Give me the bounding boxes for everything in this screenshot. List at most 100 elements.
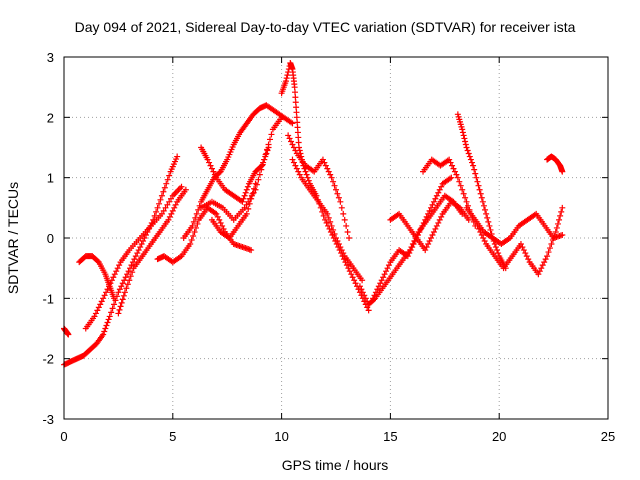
data-point (340, 250, 347, 257)
data-point (127, 273, 134, 280)
data-point (122, 274, 129, 281)
data-point (520, 247, 527, 254)
data-point (450, 165, 457, 172)
data-point (479, 198, 486, 205)
data-point (239, 198, 246, 205)
data-point (158, 210, 165, 217)
data-point (351, 277, 358, 284)
data-point (303, 171, 310, 178)
data-point (283, 75, 290, 82)
data-point (435, 219, 442, 226)
data-point (262, 151, 269, 158)
data-point (97, 301, 104, 308)
data-point (129, 259, 136, 266)
data-point (459, 129, 466, 136)
data-point (554, 220, 561, 227)
data-point (296, 171, 303, 178)
data-point (460, 132, 467, 139)
data-point (523, 253, 530, 260)
data-point (160, 207, 167, 214)
data-point (460, 190, 467, 197)
data-point (478, 194, 485, 201)
y-tick-label: -1 (42, 291, 54, 306)
data-point (473, 174, 480, 181)
data-point (249, 190, 256, 197)
data-point (248, 247, 255, 254)
tick-labels: 0 5 10 15 20 25 -3 -2 -1 0 1 2 3 (42, 50, 615, 444)
data-point (484, 214, 491, 221)
data-point (284, 72, 291, 79)
data-point (465, 150, 472, 157)
data-point (556, 216, 563, 223)
data-point (519, 244, 526, 251)
data-point (206, 159, 213, 166)
data-point (256, 171, 263, 178)
axis-ticks (63, 56, 609, 420)
data-point (326, 225, 333, 232)
data-point (325, 214, 332, 221)
data-point (214, 213, 221, 220)
data-point (322, 162, 329, 169)
data-point (154, 204, 161, 211)
data-point (331, 230, 338, 237)
data-point (290, 144, 297, 151)
data-point (557, 212, 564, 219)
data-point (549, 237, 556, 244)
data-point (113, 268, 120, 275)
x-tick-label: 20 (492, 429, 506, 444)
data-point (474, 178, 481, 185)
data-point (333, 186, 339, 193)
data-point (372, 289, 379, 296)
data-point (265, 141, 272, 148)
data-point (132, 253, 139, 260)
data-point (115, 289, 122, 296)
data-point (462, 138, 469, 145)
data-point (539, 262, 546, 269)
data-point (294, 119, 301, 126)
data-point (162, 204, 169, 211)
data-point (167, 195, 174, 202)
data-point (517, 241, 524, 248)
data-point (98, 298, 105, 305)
data-point (453, 171, 460, 178)
data-point (331, 182, 338, 189)
data-point (172, 201, 179, 208)
data-point (157, 196, 164, 203)
data-point (334, 238, 341, 245)
data-point (349, 274, 356, 281)
data-point (324, 210, 331, 217)
data-point (258, 166, 265, 173)
data-point (337, 198, 344, 205)
data-point (121, 277, 128, 284)
data-point (469, 159, 475, 166)
data-point (409, 244, 416, 251)
data-point (371, 292, 378, 299)
data-point (328, 222, 335, 229)
data-point (430, 228, 437, 235)
series-arc15 (369, 174, 455, 302)
data-point (278, 114, 285, 121)
data-point (253, 181, 260, 188)
data-point (292, 162, 299, 169)
data-point (118, 283, 125, 290)
data-point (457, 182, 464, 189)
data-point (208, 165, 215, 172)
data-point (125, 268, 132, 275)
data-point (438, 213, 445, 220)
data-point (251, 185, 258, 192)
data-point (118, 299, 125, 306)
series-arc12 (285, 132, 353, 241)
data-point (359, 277, 366, 284)
data-point (210, 168, 217, 175)
data-point (522, 250, 529, 257)
data-point (495, 250, 502, 257)
data-point (462, 141, 469, 148)
data-point (319, 156, 326, 163)
data-point (296, 144, 303, 151)
data-point (264, 146, 271, 153)
data-point (128, 262, 135, 269)
data-point (359, 289, 366, 296)
data-point (449, 162, 456, 169)
y-tick-label: 2 (47, 110, 54, 125)
data-point (138, 241, 145, 248)
